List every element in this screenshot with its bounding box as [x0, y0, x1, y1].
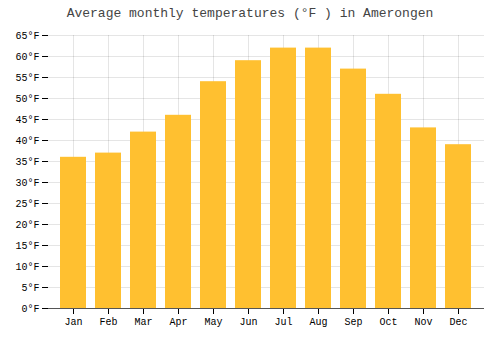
svg-text:Dec: Dec — [449, 317, 467, 328]
svg-text:60°F: 60°F — [15, 52, 39, 63]
svg-text:Nov: Nov — [414, 317, 432, 328]
svg-text:May: May — [204, 317, 222, 328]
svg-text:10°F: 10°F — [15, 262, 39, 273]
svg-text:50°F: 50°F — [15, 94, 39, 105]
svg-text:Jul: Jul — [274, 317, 292, 328]
svg-text:Jun: Jun — [239, 317, 257, 328]
svg-text:35°F: 35°F — [15, 157, 39, 168]
svg-text:20°F: 20°F — [15, 220, 39, 231]
svg-text:0°F: 0°F — [21, 304, 39, 315]
svg-text:55°F: 55°F — [15, 73, 39, 84]
svg-text:Oct: Oct — [379, 317, 397, 328]
svg-text:15°F: 15°F — [15, 241, 39, 252]
svg-text:5°F: 5°F — [21, 283, 39, 294]
svg-text:65°F: 65°F — [15, 31, 39, 42]
svg-text:40°F: 40°F — [15, 136, 39, 147]
svg-text:Mar: Mar — [134, 317, 152, 328]
svg-text:45°F: 45°F — [15, 115, 39, 126]
svg-text:Jan: Jan — [64, 317, 82, 328]
svg-text:Apr: Apr — [169, 317, 187, 328]
svg-text:Aug: Aug — [309, 317, 327, 328]
svg-text:Sep: Sep — [344, 317, 362, 328]
svg-text:30°F: 30°F — [15, 178, 39, 189]
svg-text:Feb: Feb — [99, 317, 117, 328]
html-text:Average monthly temperatures (: Average monthly temperatures (°F ) in Am… — [66, 6, 434, 21]
svg-text:25°F: 25°F — [15, 199, 39, 210]
